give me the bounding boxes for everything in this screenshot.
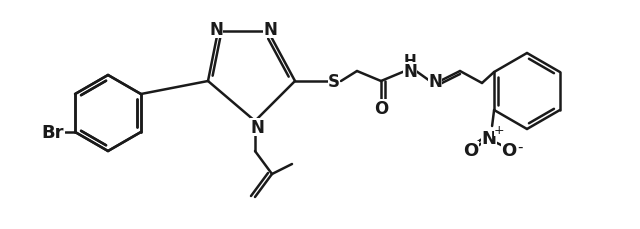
Text: Br: Br — [42, 123, 65, 141]
Text: -: - — [517, 139, 523, 154]
Text: O: O — [463, 141, 479, 159]
Text: N: N — [403, 63, 417, 81]
Text: N: N — [250, 118, 264, 136]
Text: O: O — [502, 141, 516, 159]
Text: N: N — [481, 129, 497, 147]
Text: S: S — [328, 73, 340, 91]
Text: H: H — [404, 54, 417, 69]
Text: N: N — [428, 73, 442, 91]
Text: N: N — [209, 21, 223, 39]
Text: O: O — [374, 100, 388, 117]
Text: +: + — [494, 123, 504, 136]
Text: N: N — [263, 21, 277, 39]
